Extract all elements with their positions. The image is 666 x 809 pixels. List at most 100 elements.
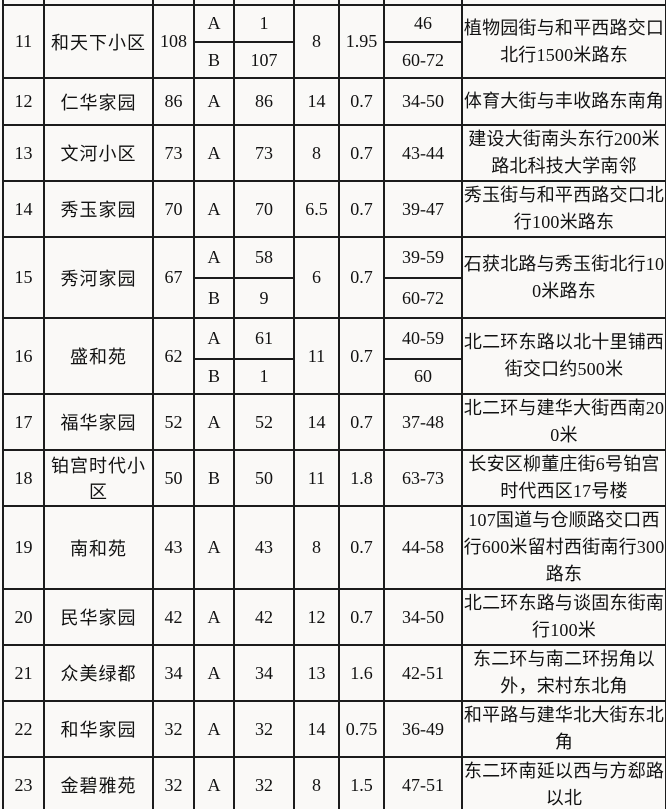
- table-row: 23 金碧雅苑 32 A 32 8 1.5 47-51 东二环南延以西与方郄路以…: [2, 756, 666, 809]
- cell-row-no: 15: [2, 236, 45, 319]
- cell-block-count: 42: [233, 588, 295, 646]
- cell-row-no: 21: [2, 644, 45, 702]
- cell-row-no: 22: [2, 700, 45, 758]
- partial-cell: [233, 0, 295, 6]
- cell-area-range: 34-50: [383, 588, 463, 646]
- cell-community-name: 和天下小区: [43, 4, 154, 79]
- cell-row-no: 16: [2, 317, 45, 395]
- cell-metric-1: 14: [293, 77, 340, 126]
- table-row: 13 文河小区 73 A 73 8 0.7 43-44 建设大街南头东行200米…: [2, 124, 666, 182]
- cell-area-range: 60-72: [383, 277, 463, 319]
- cell-block-letter: A: [193, 588, 235, 646]
- table-row: 19 南和苑 43 A 43 8 0.7 44-58 107国道与仓顺路交口西行…: [2, 505, 666, 590]
- partial-cell: [193, 0, 235, 6]
- cell-row-no: 23: [2, 756, 45, 809]
- cell-address: 北二环与建华大街西南200米: [461, 393, 666, 451]
- cell-block-count: 32: [233, 756, 295, 809]
- cell-area-range: 60-72: [383, 41, 463, 79]
- cell-area-range: 39-47: [383, 180, 463, 238]
- cell-total: 62: [152, 317, 195, 395]
- cell-block-count: 1: [233, 4, 295, 43]
- cell-community-name: 金碧雅苑: [43, 756, 154, 809]
- cell-block-letter: A: [193, 756, 235, 809]
- cell-area-range: 47-51: [383, 756, 463, 809]
- cell-area-range: 60: [383, 358, 463, 395]
- cell-total: 50: [152, 449, 195, 507]
- cell-metric-1: 8: [293, 4, 340, 79]
- cell-metric-2: 0.7: [338, 77, 385, 126]
- cell-address: 植物园街与和平西路交口北行1500米路东: [461, 4, 666, 79]
- cell-block-count: 9: [233, 277, 295, 319]
- cell-address: 北二环东路以北十里铺西街交口约500米: [461, 317, 666, 395]
- cell-area-range: 63-73: [383, 449, 463, 507]
- cell-block-letter: A: [193, 700, 235, 758]
- cell-block-count: 43: [233, 505, 295, 590]
- table-row: 17 福华家园 52 A 52 14 0.7 37-48 北二环与建华大街西南2…: [2, 393, 666, 451]
- table-row: 20 民华家园 42 A 42 12 0.7 34-50 北二环东路与谈固东街南…: [2, 588, 666, 646]
- cell-total: 32: [152, 700, 195, 758]
- cell-metric-2: 1.95: [338, 4, 385, 79]
- cell-block-letter: A: [193, 180, 235, 238]
- cell-community-name: 秀河家园: [43, 236, 154, 319]
- table-row: 18 铂宫时代小区 50 B 50 11 1.8 63-73 长安区柳董庄街6号…: [2, 449, 666, 507]
- cell-total: 86: [152, 77, 195, 126]
- partial-cell: [2, 0, 45, 6]
- cell-block-letter: A: [193, 4, 235, 43]
- cell-block-letter: A: [193, 77, 235, 126]
- cell-row-no: 20: [2, 588, 45, 646]
- cell-address: 长安区柳董庄街6号铂宫时代西区17号楼: [461, 449, 666, 507]
- cell-area-range: 44-58: [383, 505, 463, 590]
- cell-address: 北二环东路与谈固东街南行100米: [461, 588, 666, 646]
- table-row: 12 仁华家园 86 A 86 14 0.7 34-50 体育大街与丰收路东南角: [2, 77, 666, 126]
- cell-block-letter: A: [193, 505, 235, 590]
- cell-community-name: 民华家园: [43, 588, 154, 646]
- cell-area-range: 39-59: [383, 236, 463, 279]
- cell-community-name: 福华家园: [43, 393, 154, 451]
- cell-metric-2: 0.7: [338, 180, 385, 238]
- cell-metric-1: 6: [293, 236, 340, 319]
- cell-block-letter: A: [193, 317, 235, 360]
- cell-metric-1: 14: [293, 700, 340, 758]
- cell-address: 107国道与仓顺路交口西行600米留村西街南行300路东: [461, 505, 666, 590]
- partial-cell: [338, 0, 385, 6]
- cell-metric-2: 0.7: [338, 236, 385, 319]
- cell-row-no: 11: [2, 4, 45, 79]
- cell-metric-2: 0.7: [338, 317, 385, 395]
- cell-row-no: 14: [2, 180, 45, 238]
- cell-row-no: 12: [2, 77, 45, 126]
- cell-area-range: 37-48: [383, 393, 463, 451]
- table-subrow: B 1 60: [3, 358, 666, 395]
- cell-total: 34: [152, 644, 195, 702]
- cell-metric-1: 12: [293, 588, 340, 646]
- cell-total: 42: [152, 588, 195, 646]
- cell-row-no: 13: [2, 124, 45, 182]
- cell-total: 52: [152, 393, 195, 451]
- cell-area-range: 40-59: [383, 317, 463, 360]
- table-subrow: B 9 60-72: [3, 277, 666, 319]
- cell-total: 108: [152, 4, 195, 79]
- cell-block-count: 73: [233, 124, 295, 182]
- cell-area-range: 34-50: [383, 77, 463, 126]
- cell-block-letter: A: [193, 236, 235, 279]
- cell-address: 和平路与建华北大街东北角: [461, 700, 666, 758]
- cell-block-letter: A: [193, 644, 235, 702]
- cell-area-range: 42-51: [383, 644, 463, 702]
- cell-block-letter: A: [193, 124, 235, 182]
- table-row: 16 盛和苑 62 A 61 11 0.7 40-59 北二环东路以北十里铺西街…: [2, 317, 666, 395]
- table-row: 21 众美绿都 34 A 34 13 1.6 42-51 东二环与南二环拐角以外…: [2, 644, 666, 702]
- cell-block-letter: A: [193, 393, 235, 451]
- cell-address: 石获北路与秀玉街北行100米路东: [461, 236, 666, 319]
- cell-address: 东二环与南二环拐角以外，宋村东北角: [461, 644, 666, 702]
- cell-metric-1: 8: [293, 756, 340, 809]
- cell-block-count: 86: [233, 77, 295, 126]
- cell-metric-2: 0.7: [338, 505, 385, 590]
- cell-total: 32: [152, 756, 195, 809]
- cell-area-range: 46: [383, 4, 463, 43]
- cell-row-no: 18: [2, 449, 45, 507]
- cell-block-count: 1: [233, 358, 295, 395]
- partial-cell: [461, 0, 666, 6]
- cell-community-name: 文河小区: [43, 124, 154, 182]
- cell-address: 建设大街南头东行200米路北科技大学南邻: [461, 124, 666, 182]
